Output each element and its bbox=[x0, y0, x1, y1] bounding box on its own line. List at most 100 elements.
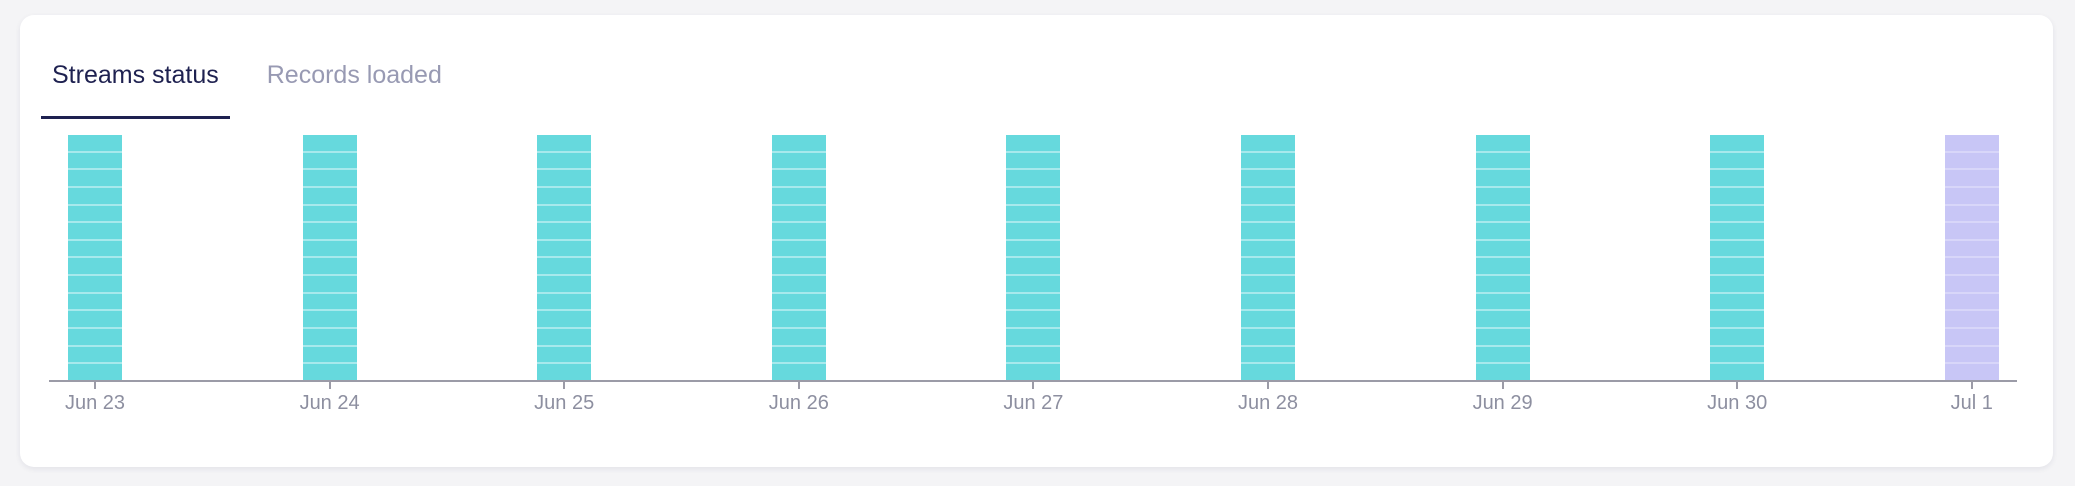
stream-segment[interactable] bbox=[537, 135, 592, 151]
stream-segment[interactable] bbox=[537, 152, 592, 169]
stream-segment[interactable] bbox=[68, 205, 122, 222]
stream-segment[interactable] bbox=[1710, 152, 1765, 169]
stream-segment[interactable] bbox=[1944, 293, 1999, 310]
stream-segment[interactable] bbox=[1006, 276, 1061, 292]
stream-segment[interactable] bbox=[302, 152, 357, 169]
stream-segment[interactable] bbox=[68, 187, 122, 204]
stream-segment[interactable] bbox=[1475, 240, 1530, 257]
stream-segment[interactable] bbox=[1241, 135, 1295, 151]
stream-segment[interactable] bbox=[302, 276, 357, 292]
stream-segment[interactable] bbox=[1710, 276, 1765, 292]
stream-segment[interactable] bbox=[1944, 205, 1999, 222]
stream-segment[interactable] bbox=[1006, 258, 1061, 275]
stream-segment[interactable] bbox=[68, 152, 122, 169]
stream-segment[interactable] bbox=[68, 293, 122, 310]
stream-segment[interactable] bbox=[68, 258, 122, 275]
stream-segment[interactable] bbox=[1475, 311, 1530, 328]
stream-segment[interactable] bbox=[1006, 152, 1061, 169]
stream-segment[interactable] bbox=[68, 311, 122, 328]
stream-segment[interactable] bbox=[1241, 346, 1295, 363]
stream-segment[interactable] bbox=[771, 170, 826, 186]
stream-segment[interactable] bbox=[302, 329, 357, 345]
status-bar-jul-1[interactable] bbox=[1944, 135, 1999, 380]
stream-segment[interactable] bbox=[1710, 364, 1765, 380]
stream-segment[interactable] bbox=[1944, 170, 1999, 186]
stream-segment[interactable] bbox=[302, 258, 357, 275]
stream-segment[interactable] bbox=[771, 152, 826, 169]
stream-segment[interactable] bbox=[771, 205, 826, 222]
stream-segment[interactable] bbox=[1475, 223, 1530, 239]
stream-segment[interactable] bbox=[1944, 364, 1999, 380]
stream-segment[interactable] bbox=[537, 258, 592, 275]
stream-segment[interactable] bbox=[1475, 135, 1530, 151]
stream-segment[interactable] bbox=[1475, 276, 1530, 292]
tab-streams-status[interactable]: Streams status bbox=[41, 59, 230, 119]
stream-segment[interactable] bbox=[1241, 240, 1295, 257]
stream-segment[interactable] bbox=[771, 135, 826, 151]
status-bar-jun-26[interactable] bbox=[771, 135, 826, 380]
stream-segment[interactable] bbox=[1944, 329, 1999, 345]
stream-segment[interactable] bbox=[1006, 364, 1061, 380]
stream-segment[interactable] bbox=[68, 329, 122, 345]
stream-segment[interactable] bbox=[1944, 311, 1999, 328]
stream-segment[interactable] bbox=[1475, 364, 1530, 380]
stream-segment[interactable] bbox=[1710, 258, 1765, 275]
stream-segment[interactable] bbox=[537, 276, 592, 292]
stream-segment[interactable] bbox=[1241, 205, 1295, 222]
stream-segment[interactable] bbox=[771, 364, 826, 380]
stream-segment[interactable] bbox=[1006, 329, 1061, 345]
stream-segment[interactable] bbox=[1006, 311, 1061, 328]
stream-segment[interactable] bbox=[1241, 258, 1295, 275]
stream-segment[interactable] bbox=[1475, 346, 1530, 363]
stream-segment[interactable] bbox=[1710, 187, 1765, 204]
stream-segment[interactable] bbox=[537, 187, 592, 204]
stream-segment[interactable] bbox=[1710, 311, 1765, 328]
stream-segment[interactable] bbox=[1006, 293, 1061, 310]
stream-segment[interactable] bbox=[771, 346, 826, 363]
stream-segment[interactable] bbox=[1241, 187, 1295, 204]
stream-segment[interactable] bbox=[1006, 135, 1061, 151]
stream-segment[interactable] bbox=[1475, 329, 1530, 345]
stream-segment[interactable] bbox=[1006, 205, 1061, 222]
stream-segment[interactable] bbox=[537, 364, 592, 380]
stream-segment[interactable] bbox=[302, 135, 357, 151]
stream-segment[interactable] bbox=[1710, 240, 1765, 257]
stream-segment[interactable] bbox=[1710, 329, 1765, 345]
stream-segment[interactable] bbox=[1475, 187, 1530, 204]
stream-segment[interactable] bbox=[771, 240, 826, 257]
stream-segment[interactable] bbox=[1006, 187, 1061, 204]
stream-segment[interactable] bbox=[302, 187, 357, 204]
stream-segment[interactable] bbox=[1006, 170, 1061, 186]
stream-segment[interactable] bbox=[1710, 170, 1765, 186]
stream-segment[interactable] bbox=[1710, 346, 1765, 363]
stream-segment[interactable] bbox=[537, 170, 592, 186]
stream-segment[interactable] bbox=[68, 276, 122, 292]
stream-segment[interactable] bbox=[537, 205, 592, 222]
stream-segment[interactable] bbox=[1944, 258, 1999, 275]
status-bar-jun-28[interactable] bbox=[1241, 135, 1295, 380]
stream-segment[interactable] bbox=[1475, 152, 1530, 169]
stream-segment[interactable] bbox=[302, 205, 357, 222]
stream-segment[interactable] bbox=[1475, 170, 1530, 186]
stream-segment[interactable] bbox=[1241, 293, 1295, 310]
stream-segment[interactable] bbox=[302, 223, 357, 239]
stream-segment[interactable] bbox=[537, 223, 592, 239]
stream-segment[interactable] bbox=[537, 329, 592, 345]
stream-segment[interactable] bbox=[1241, 329, 1295, 345]
stream-segment[interactable] bbox=[1241, 152, 1295, 169]
stream-segment[interactable] bbox=[68, 170, 122, 186]
stream-segment[interactable] bbox=[68, 364, 122, 380]
status-bar-jun-23[interactable] bbox=[68, 135, 122, 380]
stream-segment[interactable] bbox=[68, 240, 122, 257]
stream-segment[interactable] bbox=[1006, 346, 1061, 363]
stream-segment[interactable] bbox=[537, 311, 592, 328]
stream-segment[interactable] bbox=[68, 135, 122, 151]
stream-segment[interactable] bbox=[1006, 240, 1061, 257]
stream-segment[interactable] bbox=[1944, 276, 1999, 292]
stream-segment[interactable] bbox=[1241, 170, 1295, 186]
stream-segment[interactable] bbox=[771, 293, 826, 310]
stream-segment[interactable] bbox=[771, 329, 826, 345]
stream-segment[interactable] bbox=[771, 258, 826, 275]
stream-segment[interactable] bbox=[771, 187, 826, 204]
stream-segment[interactable] bbox=[537, 293, 592, 310]
